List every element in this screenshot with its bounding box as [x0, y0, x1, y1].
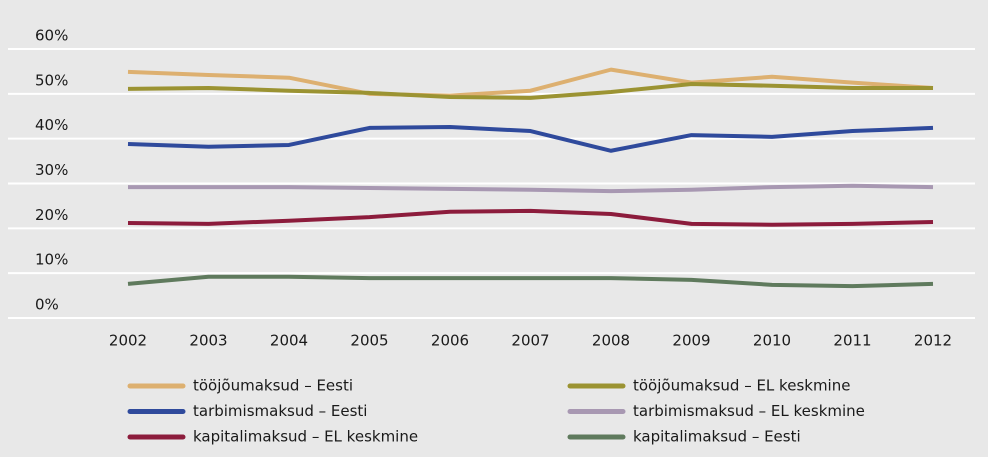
x-tick-label: 2012 [914, 332, 952, 350]
x-tick-label: 2010 [753, 332, 791, 350]
y-tick-label: 50% [35, 71, 68, 89]
x-tick-label: 2011 [833, 332, 871, 350]
y-tick-label: 60% [35, 27, 68, 45]
y-tick-label: 30% [35, 161, 68, 179]
legend-label: tarbimismaksud – EL keskmine [633, 402, 865, 420]
y-tick-label: 0% [35, 296, 59, 314]
x-tick-label: 2009 [672, 332, 710, 350]
y-tick-label: 20% [35, 206, 68, 224]
x-tick-label: 2005 [350, 332, 388, 350]
y-tick-label: 40% [35, 116, 68, 134]
x-tick-label: 2003 [189, 332, 227, 350]
legend-label: tarbimismaksud – Eesti [193, 402, 367, 420]
series-line [127, 208, 934, 227]
legend-label: tööjõumaksud – EL keskmine [633, 377, 850, 395]
y-tick-label: 10% [35, 251, 68, 269]
legend-label: kapitalimaksud – EL keskmine [193, 428, 418, 446]
legend-label: kapitalimaksud – Eesti [633, 428, 801, 446]
x-tick-label: 2008 [592, 332, 630, 350]
x-tick-label: 2007 [511, 332, 549, 350]
series-line [128, 183, 934, 194]
x-tick-label: 2006 [431, 332, 469, 350]
series-line [127, 81, 933, 100]
series-line [127, 125, 934, 153]
x-tick-label: 2004 [270, 332, 308, 350]
legend-label: tööjõumaksud – Eesti [193, 377, 353, 395]
x-tick-label: 2002 [109, 332, 147, 350]
series-line [127, 274, 934, 289]
series-line [127, 67, 934, 98]
